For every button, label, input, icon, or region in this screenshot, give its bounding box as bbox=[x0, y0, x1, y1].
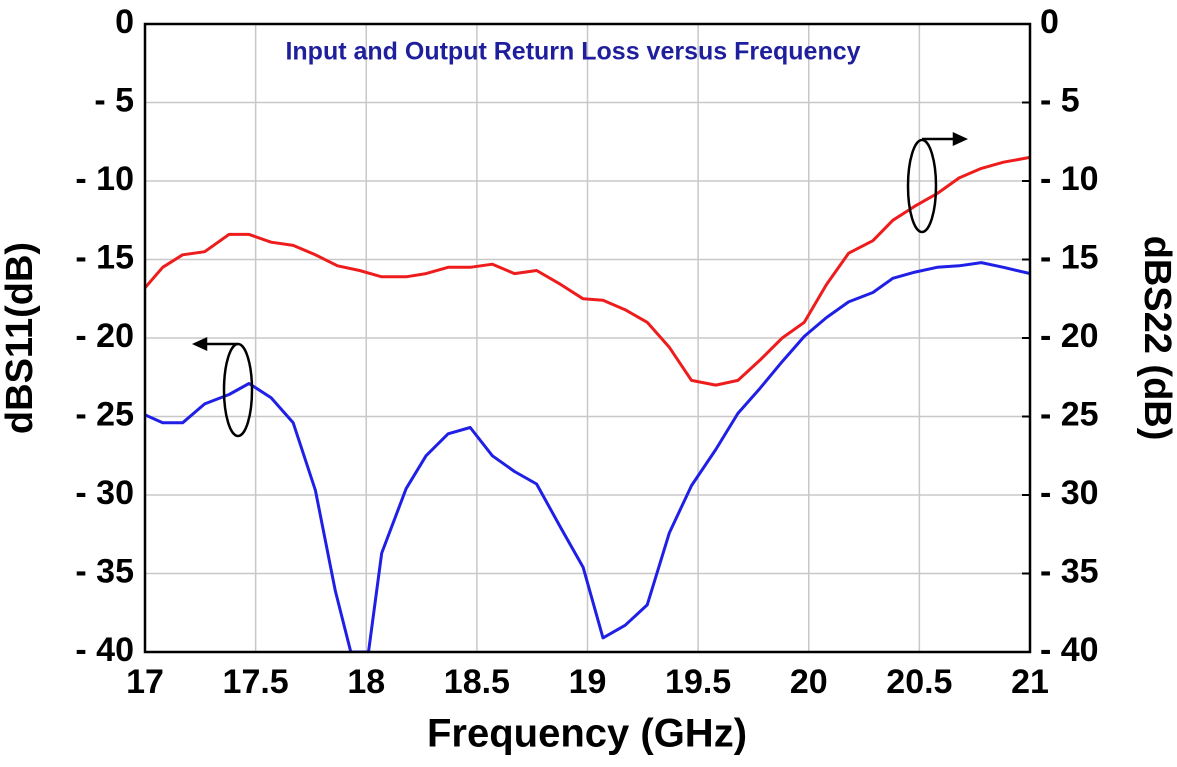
y-tick-label: - 35 bbox=[75, 552, 134, 590]
x-tick-label: 18 bbox=[347, 663, 385, 701]
y-axis-label: dBS11(dB) bbox=[0, 242, 41, 434]
arrow-head bbox=[191, 337, 208, 351]
y-tick-label: - 5 bbox=[94, 81, 134, 119]
ellipse bbox=[906, 138, 938, 234]
y2-tick-label: - 20 bbox=[1040, 317, 1099, 355]
x-tick-label: 18.5 bbox=[444, 663, 510, 701]
chart-title: Input and Output Return Loss versus Freq… bbox=[285, 38, 860, 66]
x-tick-label: 19 bbox=[569, 663, 607, 701]
x-tick-label: 17 bbox=[126, 663, 164, 701]
annotation-right bbox=[906, 132, 969, 234]
y-tick-label: - 40 bbox=[75, 631, 134, 669]
y-tick-label: - 20 bbox=[75, 317, 134, 355]
grid bbox=[144, 23, 1031, 653]
x-tick-label: 20 bbox=[790, 663, 828, 701]
y2-tick-label: - 35 bbox=[1040, 552, 1099, 590]
x-tick-label: 21 bbox=[1011, 663, 1049, 701]
x-tick-label: 17.5 bbox=[223, 663, 289, 701]
y2-tick-label: - 10 bbox=[1040, 160, 1099, 198]
y-tick-label: - 15 bbox=[75, 238, 134, 276]
y-tick-label: - 25 bbox=[75, 395, 134, 433]
y2-axis-label: dBS22 (dB) bbox=[1136, 236, 1177, 441]
y2-tick-label: - 25 bbox=[1040, 395, 1099, 433]
plot-lines bbox=[145, 155, 1030, 652]
series-line bbox=[145, 155, 1030, 387]
y2-tick-label: - 5 bbox=[1040, 81, 1080, 119]
x-tick-label: 20.5 bbox=[886, 663, 952, 701]
x-tick-label: 19.5 bbox=[665, 663, 731, 701]
y-tick-label: - 30 bbox=[75, 474, 134, 512]
series-line bbox=[145, 261, 1030, 652]
arrow-head bbox=[952, 132, 969, 146]
tick-labels: 17 17.5 18 18.5 19 19.5 20 20.5 21 0 - 5 - 10 - 15 - … bbox=[75, 3, 1098, 701]
y2-tick-label: - 15 bbox=[1040, 238, 1099, 276]
annotation-left bbox=[191, 337, 254, 438]
y-tick-label: 0 bbox=[115, 3, 134, 41]
y2-tick-label: - 40 bbox=[1040, 631, 1099, 669]
y-tick-label: - 10 bbox=[75, 160, 134, 198]
y2-tick-label: 0 bbox=[1040, 3, 1059, 41]
x-axis-label: Frequency (GHz) bbox=[427, 712, 747, 756]
y2-tick-label: - 30 bbox=[1040, 474, 1099, 512]
